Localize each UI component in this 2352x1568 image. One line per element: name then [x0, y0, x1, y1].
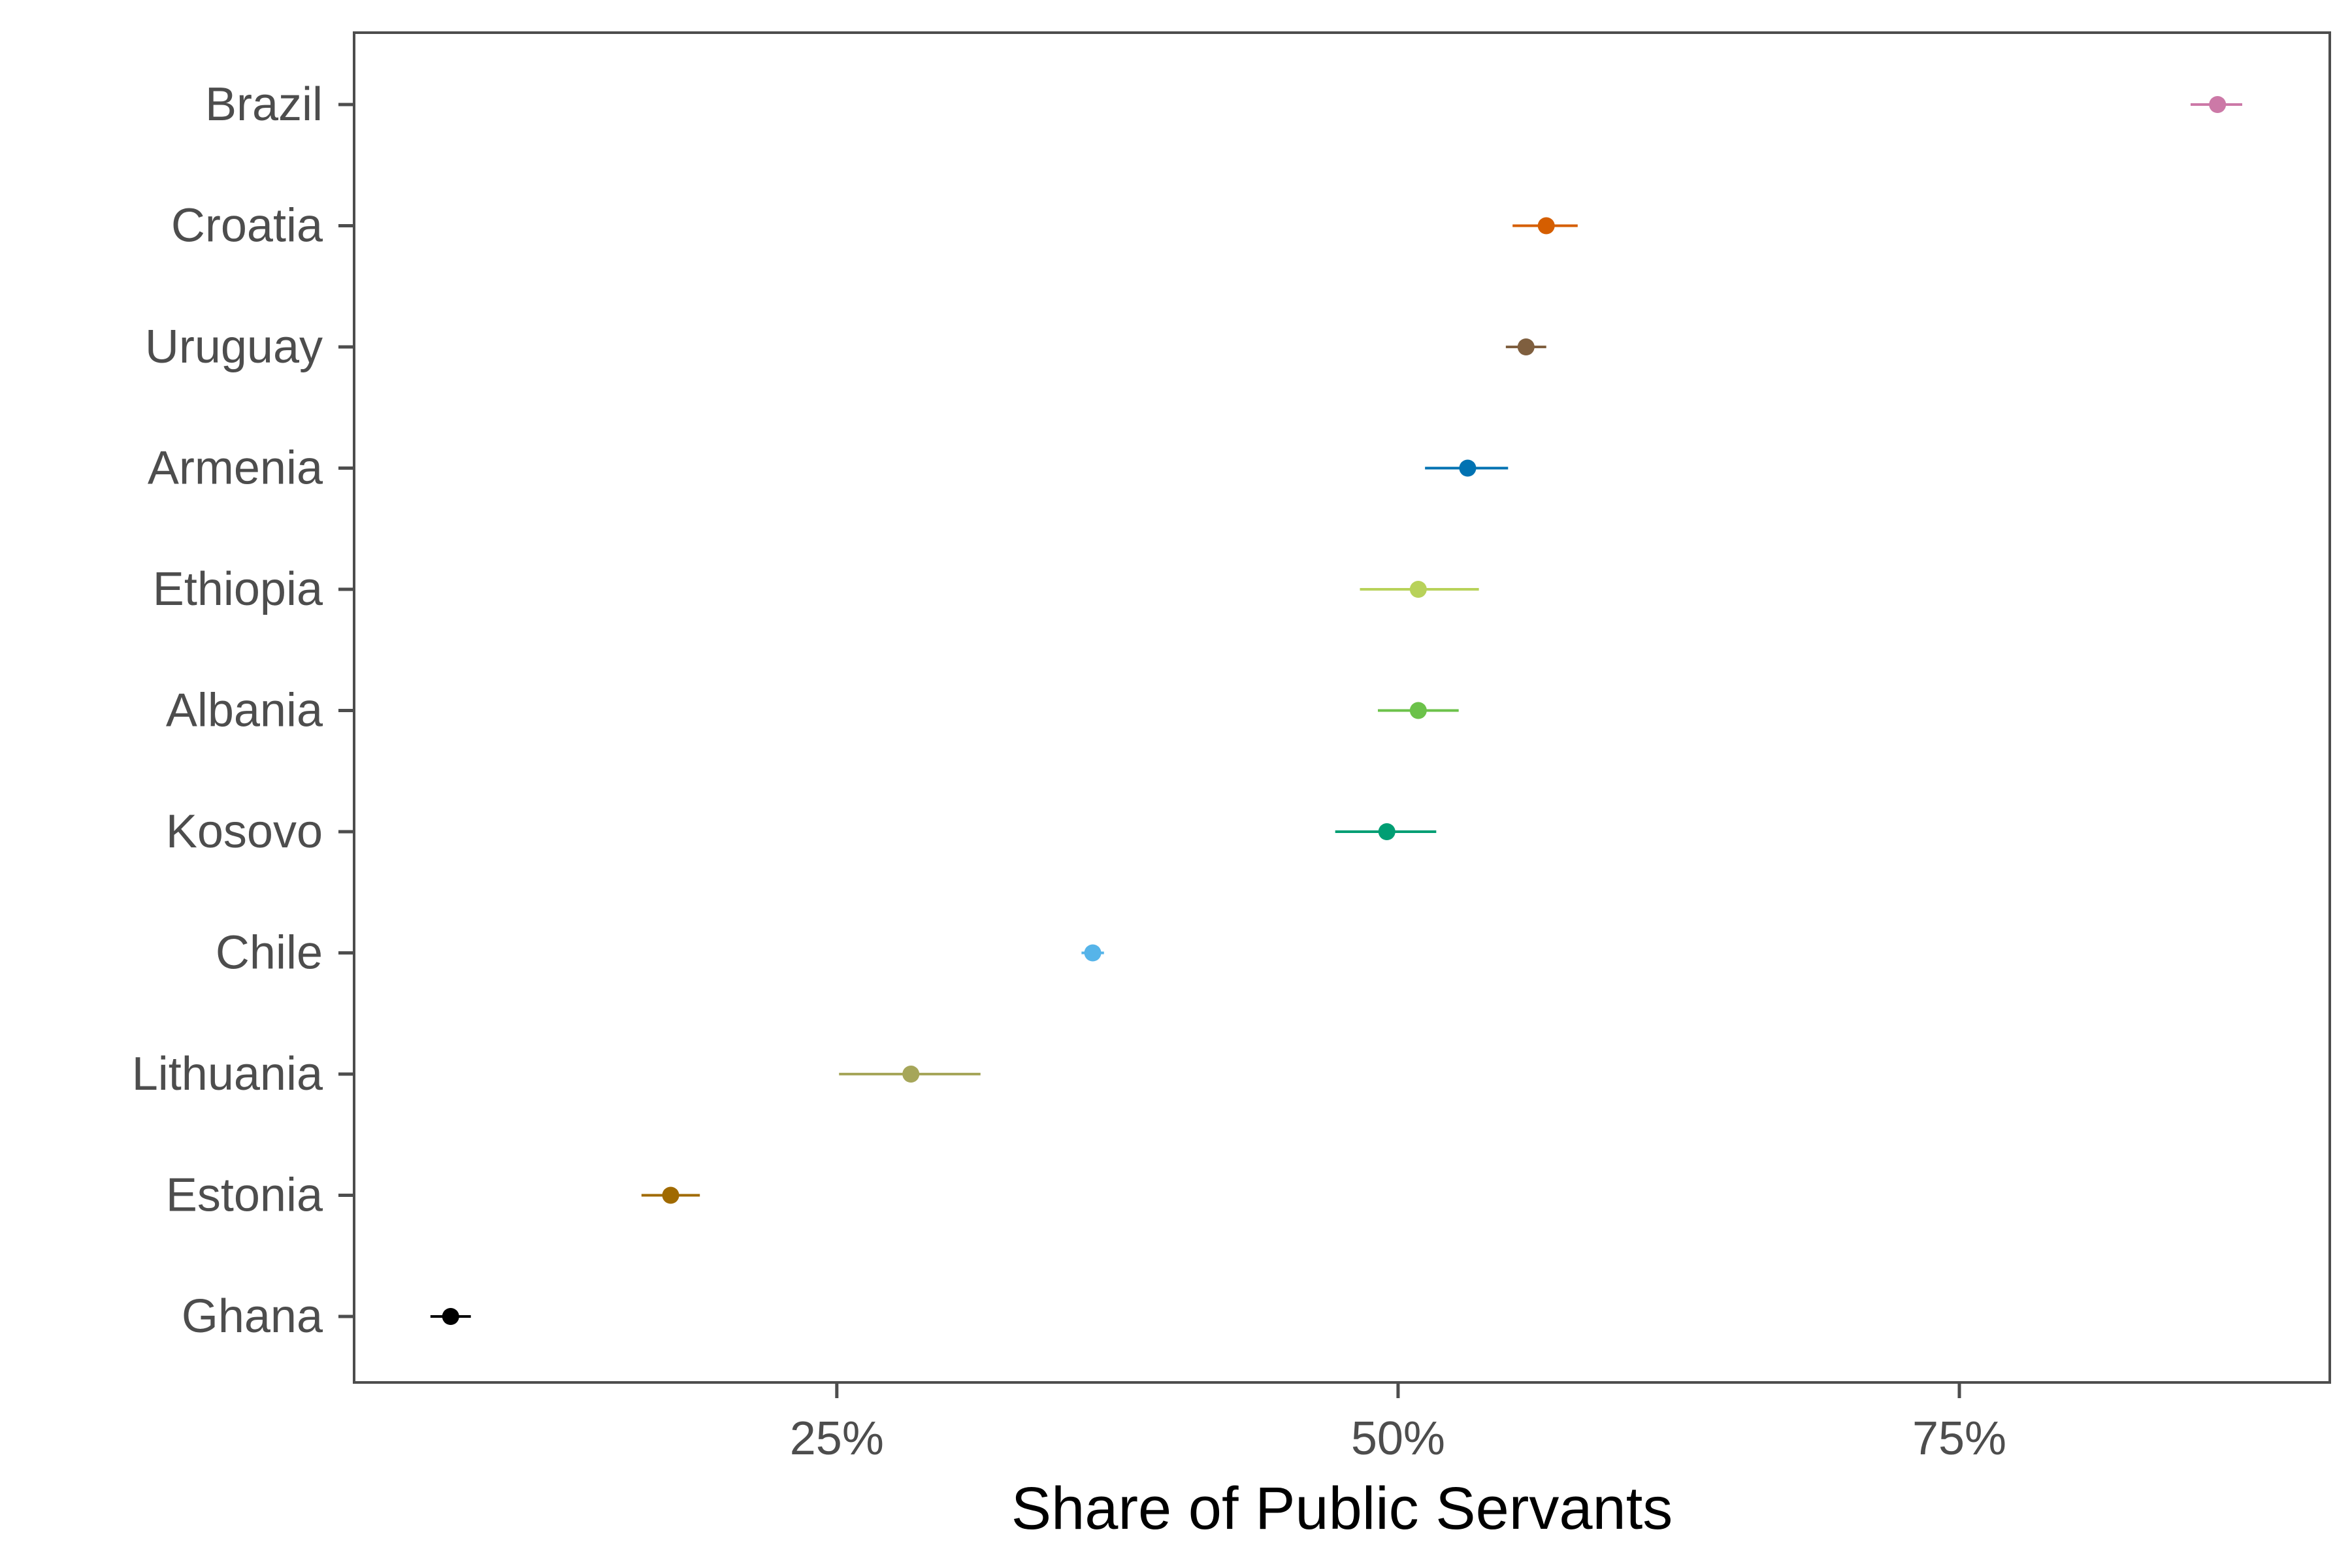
- point-chile: [1084, 944, 1102, 962]
- y-tick-label-brazil: Brazil: [205, 78, 323, 131]
- y-tick-label-albania: Albania: [166, 685, 323, 737]
- point-uruguay: [1517, 338, 1535, 355]
- data-marks: [430, 96, 2242, 1325]
- point-ethiopia: [1409, 581, 1427, 598]
- x-axis-title: Share of Public Servants: [1011, 1475, 1673, 1542]
- point-estonia: [662, 1186, 679, 1204]
- x-tick-label-75: 75%: [1912, 1413, 2006, 1465]
- y-tick-label-kosovo: Kosovo: [166, 806, 323, 858]
- x-tick-label-25: 25%: [790, 1413, 884, 1465]
- point-brazil: [2209, 96, 2227, 113]
- x-axis: 25% 50% 75%: [790, 1382, 2006, 1465]
- y-tick-label-chile: Chile: [216, 927, 323, 979]
- point-lithuania: [902, 1066, 920, 1083]
- y-tick-label-estonia: Estonia: [166, 1169, 323, 1222]
- point-ghana: [442, 1308, 459, 1325]
- y-axis: Brazil Croatia Uruguay Armenia Ethiopia Alban…: [132, 78, 354, 1343]
- point-albania: [1409, 702, 1427, 719]
- plot-panel-border: [353, 31, 2331, 1384]
- point-croatia: [1537, 217, 1555, 235]
- y-tick-label-croatia: Croatia: [171, 200, 323, 252]
- y-tick-label-ghana: Ghana: [182, 1290, 323, 1343]
- y-tick-label-lithuania: Lithuania: [132, 1048, 323, 1100]
- y-tick-label-armenia: Armenia: [148, 442, 323, 495]
- y-tick-label-ethiopia: Ethiopia: [153, 563, 323, 615]
- point-armenia: [1459, 459, 1477, 477]
- y-tick-label-uruguay: Uruguay: [145, 321, 323, 373]
- point-kosovo: [1378, 823, 1396, 840]
- x-tick-label-50: 50%: [1351, 1413, 1445, 1465]
